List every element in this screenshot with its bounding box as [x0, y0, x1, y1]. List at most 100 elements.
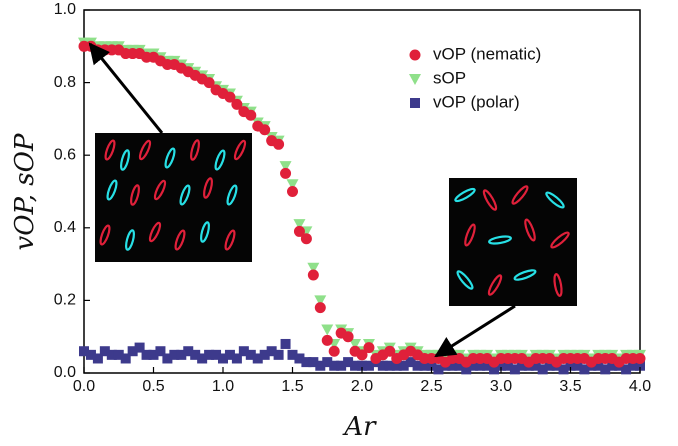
point	[162, 353, 173, 364]
point	[398, 360, 409, 371]
point	[447, 360, 458, 371]
point	[350, 360, 361, 371]
x-tick-label: 0.0	[73, 378, 95, 395]
point	[197, 353, 208, 364]
point	[433, 364, 444, 375]
x-tick-label: 3.0	[490, 378, 512, 395]
point	[384, 345, 396, 357]
point	[468, 360, 479, 371]
y-tick-label: 1.0	[54, 1, 76, 18]
point	[628, 360, 639, 371]
point	[635, 360, 645, 371]
point	[266, 346, 277, 357]
point	[169, 349, 180, 360]
point	[203, 77, 215, 89]
point	[502, 360, 513, 371]
point	[509, 364, 520, 375]
point	[294, 353, 305, 364]
point	[565, 360, 576, 371]
point	[120, 353, 131, 364]
point	[141, 349, 152, 360]
point	[224, 91, 236, 103]
x-tick-label: 1.5	[281, 378, 303, 395]
point	[190, 349, 201, 360]
point	[544, 360, 555, 371]
y-tick-label: 0.8	[54, 74, 76, 91]
point	[273, 138, 285, 150]
point	[579, 364, 590, 375]
point	[384, 360, 395, 371]
point	[363, 342, 375, 354]
point	[607, 360, 618, 371]
point	[176, 349, 187, 360]
point	[363, 360, 374, 371]
point	[301, 357, 312, 368]
point	[127, 346, 138, 357]
legend-label: sOP	[433, 68, 466, 87]
point	[621, 364, 632, 375]
point	[342, 331, 354, 343]
x-tick-label: 1.0	[212, 378, 234, 395]
point	[461, 364, 472, 375]
point	[314, 302, 326, 314]
point	[336, 360, 347, 371]
point	[558, 364, 569, 375]
point	[357, 360, 367, 371]
point	[245, 349, 256, 360]
point	[280, 338, 291, 349]
point	[593, 360, 604, 371]
point	[321, 324, 334, 336]
point	[273, 349, 284, 360]
x-tick-label: 3.5	[559, 378, 581, 395]
point	[412, 360, 423, 371]
point	[482, 360, 493, 371]
inset-left	[95, 133, 252, 262]
point	[391, 360, 402, 371]
point	[148, 349, 159, 360]
point	[419, 360, 430, 371]
point	[293, 225, 305, 237]
point	[113, 349, 124, 360]
point	[307, 262, 320, 274]
point	[329, 360, 340, 371]
legend-label: vOP (nematic)	[433, 44, 541, 63]
x-tick-label: 2.5	[420, 378, 442, 395]
point	[286, 179, 299, 191]
legend-marker	[409, 49, 421, 61]
y-tick-label: 0.4	[54, 219, 76, 236]
point	[454, 360, 465, 371]
point	[307, 269, 319, 281]
point	[496, 360, 506, 371]
point	[314, 295, 327, 307]
point	[530, 360, 541, 371]
point	[572, 360, 583, 371]
x-axis-label: Ar	[342, 412, 377, 442]
point	[516, 360, 527, 371]
point	[224, 349, 235, 360]
x-tick-label: 4.0	[629, 378, 651, 395]
point	[231, 353, 242, 364]
point	[279, 161, 292, 173]
y-tick-label: 0.6	[54, 146, 76, 163]
arrow	[88, 42, 164, 134]
point	[349, 338, 362, 350]
point	[231, 98, 243, 110]
point	[155, 346, 166, 357]
point	[321, 334, 333, 346]
point	[218, 353, 228, 364]
point	[79, 346, 89, 357]
y-axis-label: vOP, sOP	[10, 133, 40, 250]
point	[85, 349, 96, 360]
point	[92, 353, 103, 364]
marks	[78, 37, 646, 375]
legend-marker	[409, 74, 421, 85]
point	[634, 352, 646, 364]
point	[211, 349, 222, 360]
inset-right	[449, 178, 577, 306]
point	[356, 349, 368, 361]
point	[287, 349, 298, 360]
point	[259, 124, 271, 136]
point	[328, 345, 340, 357]
point	[322, 357, 333, 368]
